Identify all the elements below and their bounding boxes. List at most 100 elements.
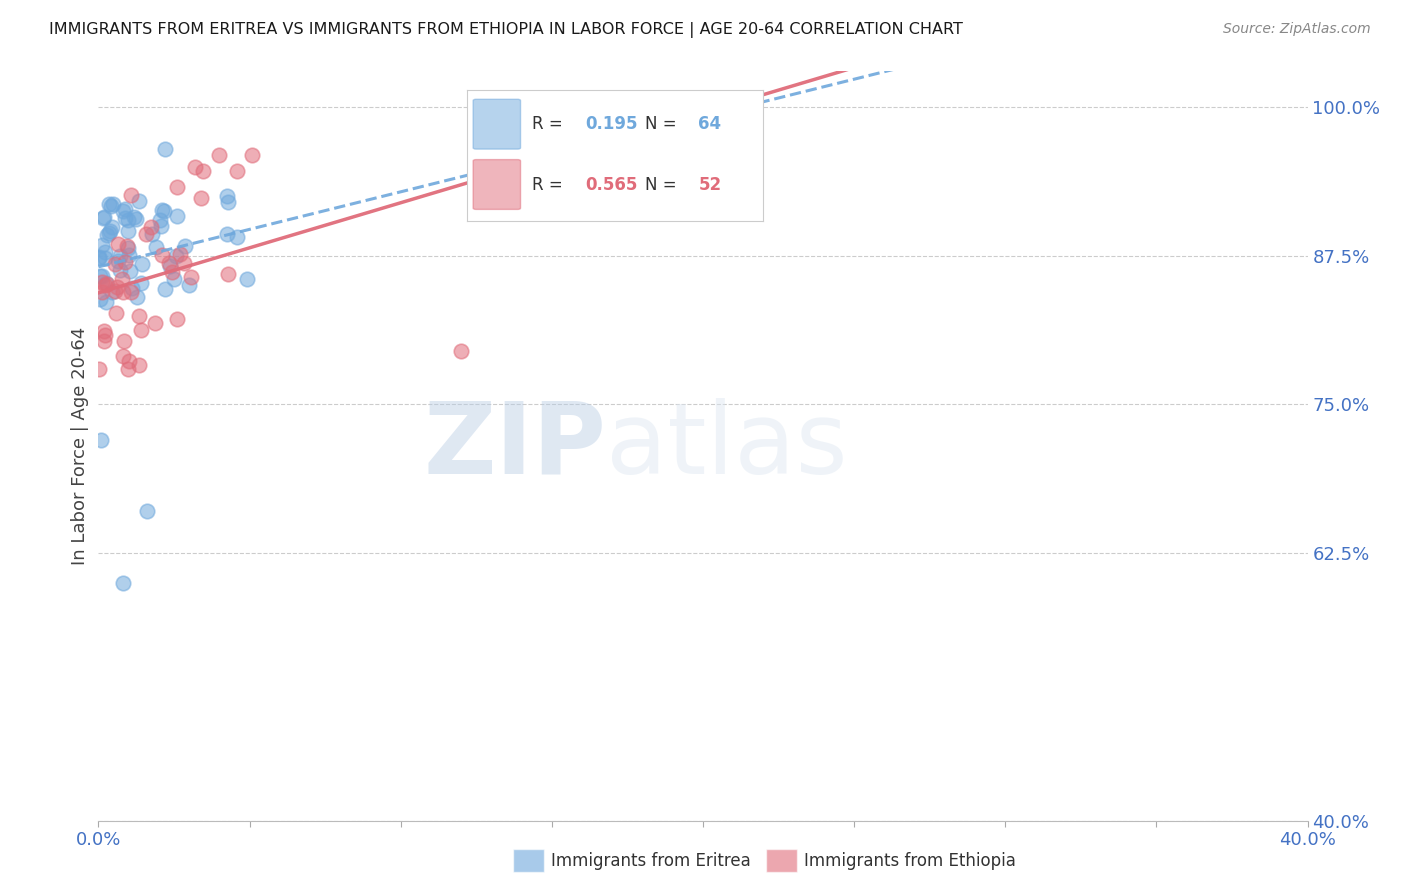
Point <box>91 285 114 299</box>
Point <box>104 256 127 270</box>
Point <box>118 248 141 262</box>
Point <box>217 267 239 281</box>
Point <box>143 316 166 330</box>
Point <box>184 160 207 174</box>
Point <box>180 269 202 284</box>
Point <box>90 433 112 447</box>
Point <box>153 204 176 219</box>
Text: Source: ZipAtlas.com: Source: ZipAtlas.com <box>1223 22 1371 37</box>
Point <box>111 349 134 363</box>
Point <box>91 275 114 289</box>
Point <box>115 239 138 253</box>
Point <box>153 282 176 296</box>
Point <box>112 285 135 299</box>
Point <box>173 239 195 253</box>
Point <box>117 241 139 255</box>
Point <box>165 249 187 263</box>
Point <box>98 226 121 240</box>
Point <box>114 255 136 269</box>
Point <box>111 575 134 590</box>
Point <box>101 285 124 300</box>
Point <box>131 257 153 271</box>
Point <box>616 112 638 126</box>
Text: Immigrants from Eritrea: Immigrants from Eritrea <box>551 852 751 870</box>
Point <box>97 197 120 211</box>
Point <box>125 211 148 226</box>
Point <box>128 194 150 208</box>
Point <box>152 202 174 217</box>
Point <box>94 327 117 342</box>
Point <box>91 238 114 252</box>
Point <box>240 147 263 161</box>
Point <box>162 271 184 285</box>
Point <box>94 278 117 293</box>
Text: IMMIGRANTS FROM ERITREA VS IMMIGRANTS FROM ETHIOPIA IN LABOR FORCE | AGE 20-64 C: IMMIGRANTS FROM ERITREA VS IMMIGRANTS FR… <box>49 22 963 38</box>
Point <box>114 202 136 216</box>
Point <box>149 219 172 234</box>
Point <box>91 211 114 226</box>
Point <box>128 309 150 323</box>
Point <box>166 312 188 326</box>
Point <box>93 324 115 338</box>
Point <box>208 147 231 161</box>
Point <box>117 361 139 376</box>
Point <box>159 259 181 273</box>
Y-axis label: In Labor Force | Age 20-64: In Labor Force | Age 20-64 <box>70 326 89 566</box>
Point <box>87 250 110 264</box>
Point <box>225 164 247 178</box>
Point <box>107 254 129 268</box>
Point <box>141 227 163 242</box>
Text: Immigrants from Ethiopia: Immigrants from Ethiopia <box>804 852 1017 870</box>
Point <box>101 220 124 235</box>
Point <box>122 210 145 224</box>
Point <box>173 256 195 270</box>
Point <box>112 203 135 218</box>
Point <box>217 189 239 203</box>
Point <box>93 334 115 348</box>
Point <box>94 252 117 266</box>
Point <box>215 227 238 242</box>
Point <box>89 268 111 283</box>
Point <box>128 358 150 372</box>
Point <box>450 343 472 358</box>
Point <box>103 197 125 211</box>
Point <box>118 354 141 368</box>
Point <box>737 100 759 114</box>
Point <box>169 247 191 261</box>
Point <box>105 280 128 294</box>
Point <box>110 263 132 277</box>
Point <box>94 276 117 290</box>
Point <box>225 230 247 244</box>
Point <box>139 220 162 235</box>
Point <box>125 290 148 304</box>
Point <box>166 180 188 194</box>
Point <box>157 256 180 270</box>
Point <box>94 295 117 310</box>
Point <box>107 237 129 252</box>
Text: ZIP: ZIP <box>423 398 606 494</box>
Point <box>112 334 135 349</box>
Point <box>121 281 143 295</box>
Point <box>100 199 122 213</box>
Point <box>120 264 142 278</box>
Point <box>104 306 127 320</box>
Point <box>166 209 188 223</box>
Point <box>108 249 131 263</box>
Point <box>145 240 167 254</box>
Point <box>160 265 183 279</box>
Point <box>120 188 142 202</box>
Point <box>135 227 157 242</box>
Point <box>129 323 152 337</box>
Point <box>89 292 111 306</box>
Text: atlas: atlas <box>606 398 848 494</box>
Point <box>89 361 111 376</box>
Point <box>114 211 136 226</box>
Point <box>235 272 257 286</box>
Point <box>117 224 139 238</box>
Point <box>120 285 142 299</box>
Point <box>150 247 173 261</box>
Point <box>135 504 157 518</box>
Point <box>117 213 139 227</box>
Point <box>217 195 239 210</box>
Point <box>129 276 152 290</box>
